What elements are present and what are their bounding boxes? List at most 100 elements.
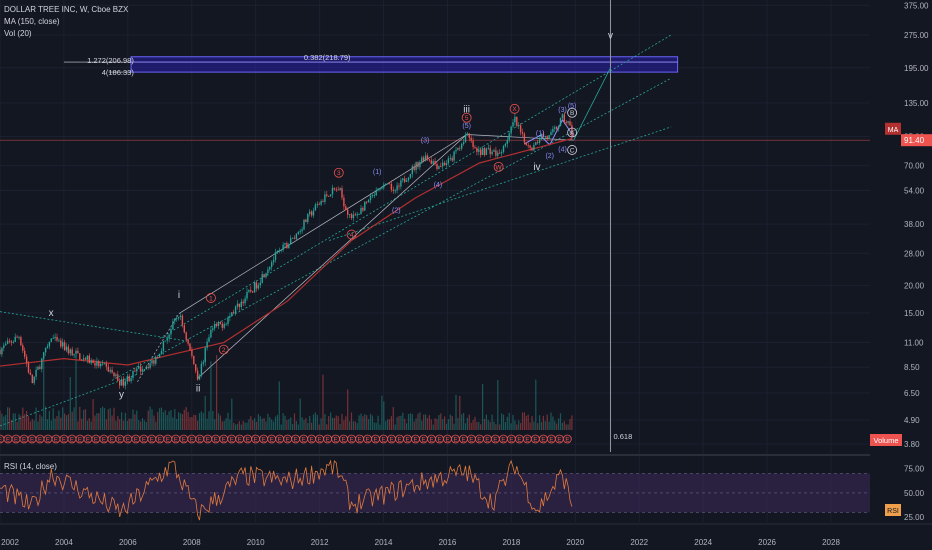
price-candle [514, 116, 516, 123]
price-candle [98, 361, 100, 367]
volume-bar [140, 421, 142, 430]
volume-bar [331, 417, 334, 430]
time-tick-label: 2016 [439, 538, 457, 547]
price-candle [288, 244, 290, 249]
volume-bar [356, 423, 358, 430]
earnings-marker-label: E [318, 438, 322, 444]
vol-indicator-label[interactable]: Vol (20) [4, 29, 32, 38]
price-candle [77, 350, 79, 354]
wave-labels: xyiiiiiiivv12345WX(1)(2)(3)(4)(5)(1)(2)(… [49, 30, 633, 441]
volume-bar [326, 424, 328, 430]
earnings-marker-label: E [30, 438, 34, 444]
price-candle [196, 370, 199, 380]
volume-bar [303, 419, 305, 430]
earnings-marker-label: E [206, 438, 210, 444]
wave-label-circled: 5 [465, 115, 469, 122]
volume-bar [354, 421, 356, 430]
volume-badge-label: Volume [873, 436, 898, 445]
volume-bar [366, 415, 368, 430]
volume-bar [476, 421, 478, 430]
volume-bar [423, 414, 425, 430]
price-candle [280, 249, 282, 251]
rsi-indicator-label[interactable]: RSI (14, close) [4, 462, 57, 471]
volume-bar [540, 422, 543, 430]
volume-bar [314, 412, 316, 430]
volume-bar [286, 419, 288, 430]
price-candle [41, 358, 43, 369]
volume-bar [571, 415, 573, 430]
volume-bar [197, 420, 199, 430]
earnings-marker-label: E [469, 438, 473, 444]
price-candle [147, 366, 149, 368]
price-candle [324, 194, 326, 202]
volume-bar [339, 424, 341, 430]
earnings-marker-label: E [549, 438, 553, 444]
volume-bar [518, 420, 520, 430]
chart-title[interactable]: DOLLAR TREE INC, W, Cboe BZX [4, 5, 129, 14]
earnings-marker-label: E [453, 438, 457, 444]
earnings-marker-label: E [214, 438, 218, 444]
price-tick-label: 20.00 [904, 281, 925, 290]
volume-bar [128, 418, 130, 430]
volume-bar [345, 416, 347, 430]
volume-badge [870, 434, 902, 446]
volume-bar [179, 413, 182, 430]
volume-bar [225, 418, 227, 430]
volume-bar [463, 412, 465, 430]
price-candle [546, 136, 548, 139]
volume-bar [368, 419, 370, 430]
volume-bar [98, 413, 100, 430]
volume-bar [217, 413, 220, 430]
price-candle [54, 336, 56, 339]
volume-bar [54, 418, 56, 430]
volume-bar [206, 418, 208, 430]
price-candle [504, 143, 507, 147]
time-tick-label: 2024 [694, 538, 712, 547]
wave-label-minor: (5) [568, 103, 577, 110]
price-candle [27, 363, 30, 373]
trend-channel-line [159, 34, 672, 339]
price-axis[interactable]: 375.00275.00195.00135.0095.0070.0054.003… [870, 0, 932, 550]
time-axis[interactable]: 2002 2004 2006 2008 2010 2012 2014 2016 2018 2020… [0, 523, 932, 550]
price-candle [151, 360, 153, 364]
volume-bar [288, 419, 290, 430]
price-candle [109, 369, 111, 372]
price-candle [141, 369, 144, 372]
volume-bar [434, 418, 436, 430]
price-candle [449, 157, 451, 159]
volume-bar [255, 421, 258, 430]
earnings-marker-label: E [0, 438, 2, 444]
price-candle [136, 368, 138, 372]
earnings-marker-label: E [158, 438, 162, 444]
price-candle [149, 363, 151, 368]
earnings-marker-label: E [230, 438, 234, 444]
price-candle [432, 161, 434, 164]
rsi-legend: RSI (14, close) [4, 461, 57, 473]
wave-label-circled: 1 [209, 295, 213, 302]
volume-bar [377, 415, 379, 430]
earnings-marker-label: E [54, 438, 58, 444]
price-candle [79, 353, 81, 360]
volume-bar [470, 422, 472, 430]
price-candle [101, 363, 104, 365]
volume-bar [506, 416, 508, 430]
price-candle [105, 363, 108, 367]
volume-bar [170, 410, 172, 430]
ma-indicator-label[interactable]: MA (150, close) [4, 17, 60, 26]
volume-bar [417, 413, 419, 430]
wave-label-main: x [49, 308, 54, 319]
price-candle [6, 340, 9, 344]
earnings-marker-label: E [557, 438, 561, 444]
price-tick-label: 6.50 [904, 389, 920, 398]
volume-bar [502, 414, 505, 430]
volume-bar [432, 424, 434, 430]
price-candle [82, 358, 85, 360]
price-candle [130, 378, 132, 382]
volume-bar [556, 423, 558, 430]
volume-bar [73, 407, 75, 430]
volume-bar [45, 406, 47, 430]
volume-bar [223, 420, 225, 430]
price-candle [468, 133, 470, 138]
wave-label-circle [346, 229, 357, 240]
